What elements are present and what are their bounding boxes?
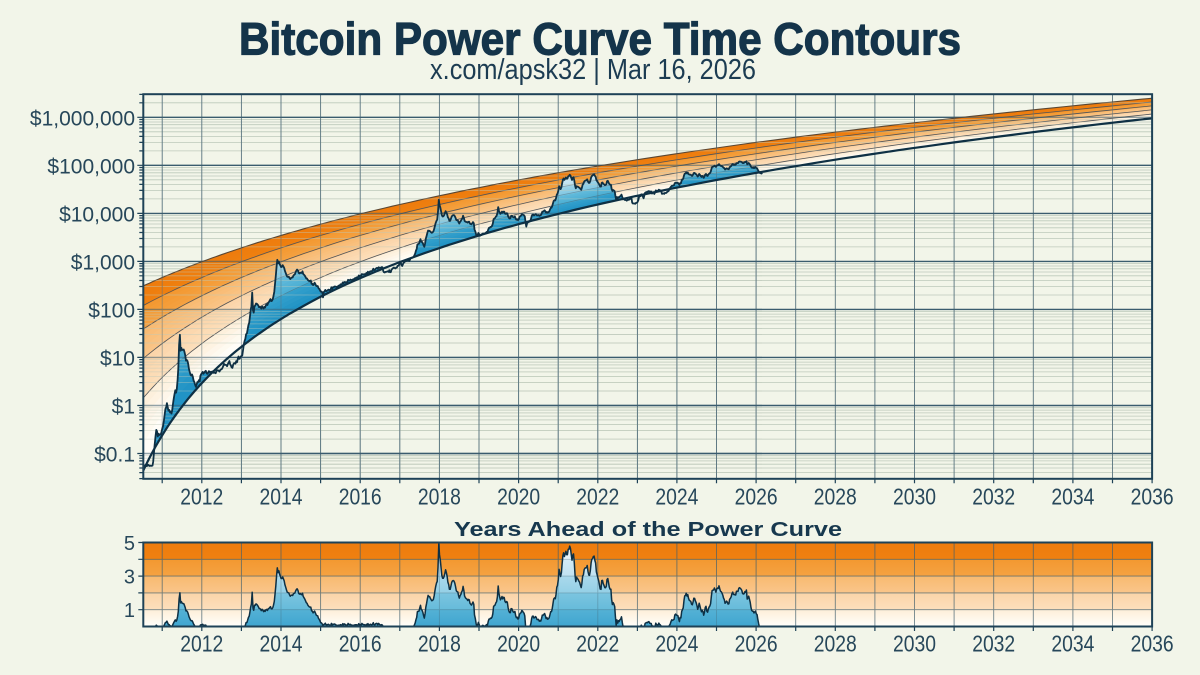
svg-text:2026: 2026 [735,484,778,510]
svg-text:$100,000: $100,000 [47,155,135,178]
svg-text:Bitcoin Power Curve Time Conto: Bitcoin Power Curve Time Contours [239,14,961,65]
svg-text:3: 3 [124,566,135,588]
svg-text:x.com/apsk32 | Mar 16, 2026: x.com/apsk32 | Mar 16, 2026 [430,54,756,86]
svg-text:2028: 2028 [814,631,857,657]
svg-text:$1,000: $1,000 [71,251,135,274]
svg-text:2012: 2012 [180,484,223,510]
svg-text:2016: 2016 [339,631,382,657]
svg-text:2030: 2030 [893,631,936,657]
svg-text:2020: 2020 [497,631,540,657]
svg-text:2024: 2024 [655,484,698,510]
svg-text:2024: 2024 [655,631,698,657]
svg-text:2032: 2032 [972,631,1015,657]
svg-text:$1: $1 [112,396,135,419]
svg-text:2022: 2022 [576,631,619,657]
svg-text:1: 1 [124,600,135,622]
svg-text:Years Ahead of the Power Curve: Years Ahead of the Power Curve [454,519,842,541]
svg-text:2030: 2030 [893,484,936,510]
svg-text:2016: 2016 [339,484,382,510]
svg-text:2014: 2014 [260,631,303,657]
svg-text:$10,000: $10,000 [59,203,135,226]
svg-text:2032: 2032 [972,484,1015,510]
svg-text:2034: 2034 [1051,631,1094,657]
svg-text:2036: 2036 [1131,631,1174,657]
svg-text:2022: 2022 [576,484,619,510]
svg-text:2012: 2012 [180,631,223,657]
svg-text:$1,000,000: $1,000,000 [30,107,135,130]
svg-text:$10: $10 [100,347,135,370]
svg-text:2018: 2018 [418,484,461,510]
svg-text:$0.1: $0.1 [94,444,135,467]
svg-text:2034: 2034 [1051,484,1094,510]
svg-text:2020: 2020 [497,484,540,510]
svg-text:2028: 2028 [814,484,857,510]
svg-text:2018: 2018 [418,631,461,657]
svg-text:2026: 2026 [735,631,778,657]
svg-text:5: 5 [124,533,135,555]
svg-text:2036: 2036 [1131,484,1174,510]
svg-text:2014: 2014 [260,484,303,510]
svg-text:$100: $100 [88,299,135,322]
